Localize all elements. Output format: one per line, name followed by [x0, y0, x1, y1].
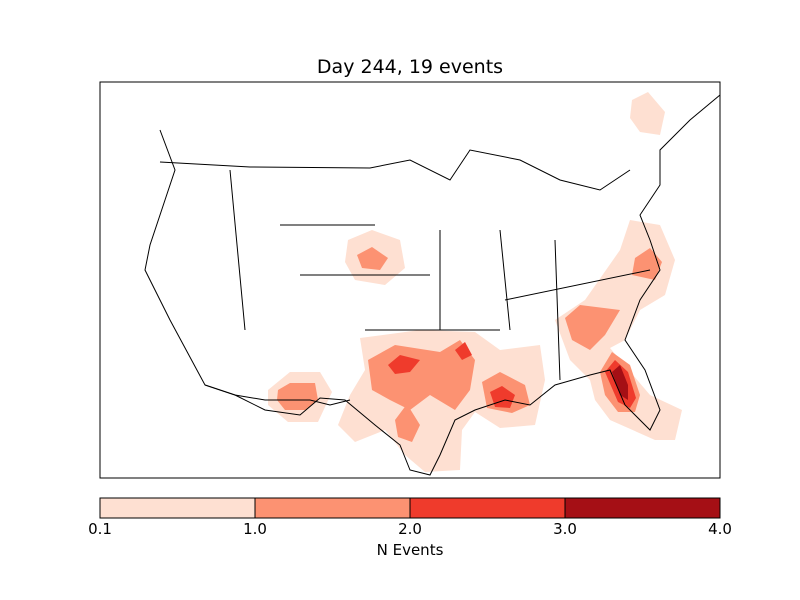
colorbar-segment-4	[564, 497, 721, 519]
colorbar-tick: 1.0	[243, 520, 267, 538]
colorbar	[99, 497, 721, 519]
map-title: Day 244, 19 events	[316, 56, 504, 78]
colorbar-segment-1	[99, 497, 256, 519]
contour-new-england	[630, 92, 665, 135]
contour-level-1	[268, 92, 682, 472]
colorbar-tick: 0.1	[88, 520, 112, 538]
colorbar-segment-2	[254, 497, 411, 519]
colorbar-tick: 3.0	[553, 520, 577, 538]
contour-south-texas-2	[395, 404, 420, 442]
contour-carolina-2	[565, 305, 620, 350]
contour-florida-4	[612, 365, 628, 400]
coastline-borders	[144, 94, 721, 476]
colorbar-tick: 2.0	[398, 520, 422, 538]
contour-oklahoma-3	[388, 355, 420, 374]
colorbar-tick: 4.0	[708, 520, 732, 538]
mexico-border	[204, 384, 351, 406]
map-frame	[99, 81, 721, 479]
contour-level-4	[612, 365, 628, 400]
contour-arkansas-3	[455, 342, 472, 360]
contour-nebraska-2	[357, 247, 388, 270]
colorbar-segment-3	[409, 497, 566, 519]
contour-new-mexico-2	[277, 383, 318, 410]
colorbar-label: N Events	[376, 541, 444, 559]
canada-border	[159, 149, 631, 191]
contour-oklahoma-texas-2	[368, 340, 475, 410]
state-lines	[229, 169, 651, 381]
